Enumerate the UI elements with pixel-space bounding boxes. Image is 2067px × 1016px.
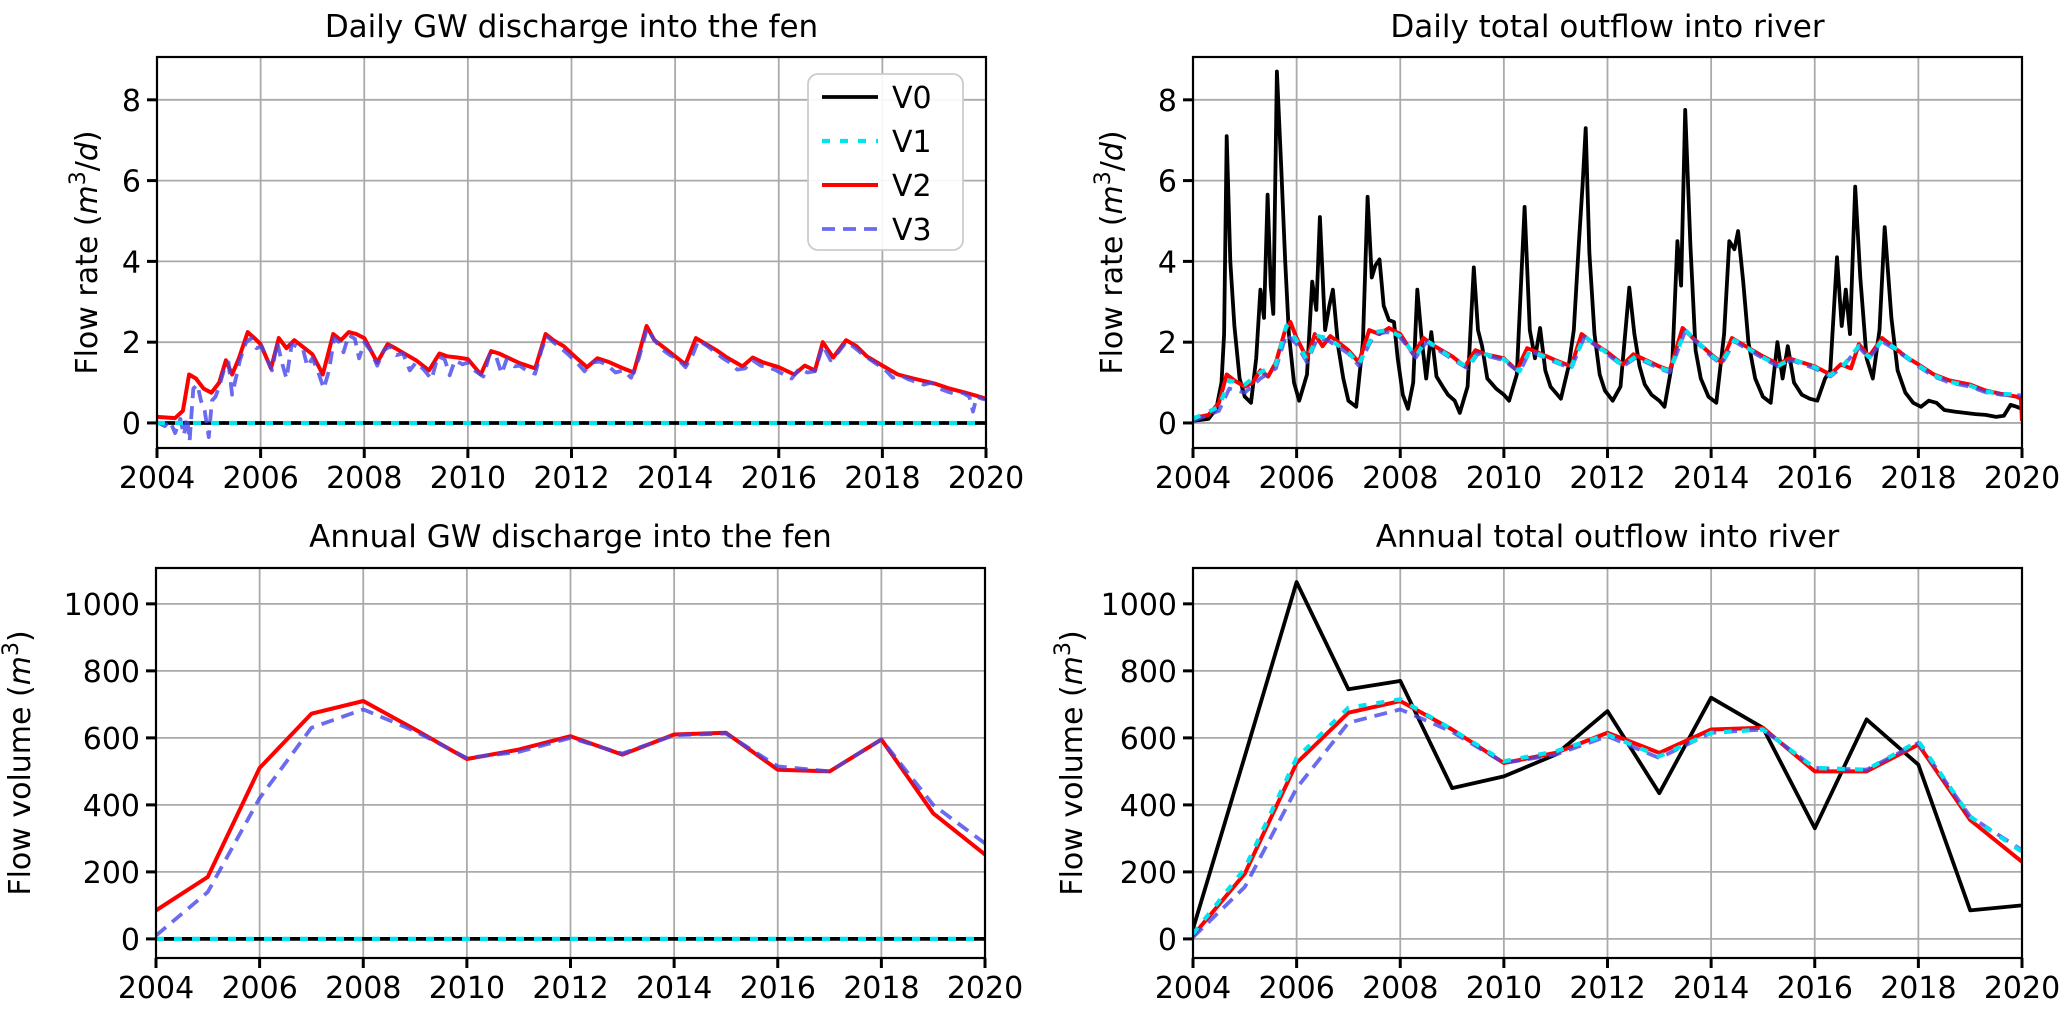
x-tick-label: 2010 bbox=[429, 971, 505, 1006]
x-tick-label: 2020 bbox=[1984, 461, 2060, 496]
annual-river-line-V0 bbox=[1193, 580, 2022, 930]
y-tick-label: 1000 bbox=[64, 588, 140, 623]
annual-river-line-V3 bbox=[1193, 707, 2022, 939]
series-group-annual-gw bbox=[156, 699, 985, 941]
series-group-annual-river bbox=[1193, 580, 2022, 939]
x-tick-label: 2006 bbox=[1258, 971, 1334, 1006]
x-tick-label: 2014 bbox=[1673, 461, 1749, 496]
x-tick-label: 2006 bbox=[221, 971, 297, 1006]
y-tick-label: 6 bbox=[122, 165, 141, 200]
legend-label-V2: V2 bbox=[892, 169, 932, 204]
panel-title-annual-gw: Annual GW discharge into the fen bbox=[309, 519, 832, 555]
y-tick-label: 4 bbox=[122, 245, 141, 280]
y-tick-label: 400 bbox=[1120, 789, 1177, 824]
panel-title-daily-river: Daily total outflow into river bbox=[1390, 9, 1825, 45]
panel-title-daily-gw: Daily GW discharge into the fen bbox=[324, 9, 819, 45]
x-tick-label: 2016 bbox=[741, 461, 817, 496]
x-tick-label: 2004 bbox=[119, 461, 195, 496]
ticks-daily-river: 2004 2006 2008 2010 2012 2014 2016 2018 2020 0 2 4 6… bbox=[1155, 84, 2060, 496]
y-tick-label: 2 bbox=[122, 326, 141, 361]
grid-annual-gw bbox=[155, 568, 986, 958]
x-tick-label: 2004 bbox=[1155, 971, 1231, 1006]
y-tick-label: 6 bbox=[1158, 165, 1177, 200]
x-tick-label: 2018 bbox=[1880, 971, 1956, 1006]
ticks-annual-gw: 2004 2006 2008 2010 2012 2014 2016 2018 2020 0 200… bbox=[64, 588, 1024, 1006]
y-tick-label: 8 bbox=[122, 84, 141, 119]
legend-label-V0: V0 bbox=[892, 81, 932, 116]
x-tick-label: 2020 bbox=[1984, 971, 2060, 1006]
y-tick-label: 200 bbox=[1120, 856, 1177, 891]
y-tick-label: 4 bbox=[1158, 245, 1177, 280]
series-group-daily-gw bbox=[157, 324, 986, 443]
y-tick-label: 0 bbox=[1158, 923, 1177, 958]
x-tick-label: 2016 bbox=[1777, 461, 1853, 496]
x-tick-label: 2006 bbox=[1258, 461, 1334, 496]
panel-annual-gw: 2004 2006 2008 2010 2012 2014 2016 2018 2020 0 200… bbox=[0, 566, 1024, 1006]
legend-label-V1: V1 bbox=[892, 125, 932, 160]
y-tick-label: 400 bbox=[83, 789, 140, 824]
y-tick-label: 600 bbox=[83, 722, 140, 757]
x-tick-label: 2008 bbox=[325, 971, 401, 1006]
x-tick-label: 2008 bbox=[1362, 971, 1438, 1006]
x-tick-label: 2014 bbox=[636, 971, 712, 1006]
legend: V0 V1 V2 V3 bbox=[807, 73, 964, 251]
annual-gw-line-V3 bbox=[156, 707, 985, 938]
x-tick-label: 2014 bbox=[637, 461, 713, 496]
x-tick-label: 2004 bbox=[118, 971, 194, 1006]
x-tick-label: 2018 bbox=[844, 461, 920, 496]
y-tick-label: 0 bbox=[1158, 407, 1177, 442]
x-tick-label: 2010 bbox=[430, 461, 506, 496]
ticks-annual-river: 2004 2006 2008 2010 2012 2014 2016 2018 2020 0 200… bbox=[1101, 588, 2061, 1006]
x-tick-label: 2008 bbox=[1362, 461, 1438, 496]
y-tick-label: 8 bbox=[1158, 84, 1177, 119]
y-tick-label: 1000 bbox=[1101, 588, 1177, 623]
x-tick-label: 2012 bbox=[1569, 971, 1645, 1006]
y-tick-label: 2 bbox=[1158, 326, 1177, 361]
y-axis-label-annual-gw: Flow volume (m3) bbox=[0, 630, 38, 895]
panel-annual-river: 2004 2006 2008 2010 2012 2014 2016 2018 2020 0 200… bbox=[1051, 566, 2061, 1006]
x-tick-label: 2004 bbox=[1155, 461, 1231, 496]
y-axis-label-daily-gw: Flow rate (m3/d) bbox=[66, 130, 105, 374]
x-tick-label: 2008 bbox=[326, 461, 402, 496]
daily-river-line-V0 bbox=[1193, 69, 2022, 423]
series-group-daily-river bbox=[1193, 69, 2022, 423]
y-tick-label: 600 bbox=[1120, 722, 1177, 757]
x-tick-label: 2016 bbox=[1777, 971, 1853, 1006]
panel-title-annual-river: Annual total outflow into river bbox=[1375, 519, 1840, 555]
y-axis-label-daily-river: Flow rate (m3/d) bbox=[1091, 130, 1130, 374]
y-tick-label: 200 bbox=[83, 856, 140, 891]
x-tick-label: 2020 bbox=[948, 461, 1024, 496]
x-tick-label: 2010 bbox=[1466, 461, 1542, 496]
x-tick-label: 2014 bbox=[1673, 971, 1749, 1006]
x-tick-label: 2012 bbox=[533, 461, 609, 496]
y-tick-label: 0 bbox=[122, 407, 141, 442]
x-tick-label: 2006 bbox=[222, 461, 298, 496]
x-tick-label: 2016 bbox=[740, 971, 816, 1006]
x-tick-label: 2012 bbox=[1569, 461, 1645, 496]
x-tick-label: 2018 bbox=[843, 971, 919, 1006]
legend-box bbox=[807, 73, 964, 251]
y-tick-label: 0 bbox=[121, 923, 140, 958]
y-tick-label: 800 bbox=[83, 655, 140, 690]
x-tick-label: 2020 bbox=[947, 971, 1023, 1006]
legend-label-V3: V3 bbox=[892, 213, 932, 248]
grid-daily-river bbox=[1192, 57, 2023, 448]
x-tick-label: 2012 bbox=[532, 971, 608, 1006]
y-tick-label: 800 bbox=[1120, 655, 1177, 690]
panel-daily-river: 2004 2006 2008 2010 2012 2014 2016 2018 2020 0 2 4 6… bbox=[1091, 55, 2060, 496]
annual-river-line-V1 bbox=[1193, 697, 2022, 936]
daily-gw-line-V3 bbox=[157, 326, 986, 443]
y-axis-label-annual-river: Flow volume (m3) bbox=[1051, 630, 1090, 895]
x-tick-label: 2018 bbox=[1880, 461, 1956, 496]
x-tick-label: 2010 bbox=[1466, 971, 1542, 1006]
ticks-daily-gw: 2004 2006 2008 2010 2012 2014 2016 2018 2020 0 2 4 6… bbox=[119, 84, 1024, 496]
